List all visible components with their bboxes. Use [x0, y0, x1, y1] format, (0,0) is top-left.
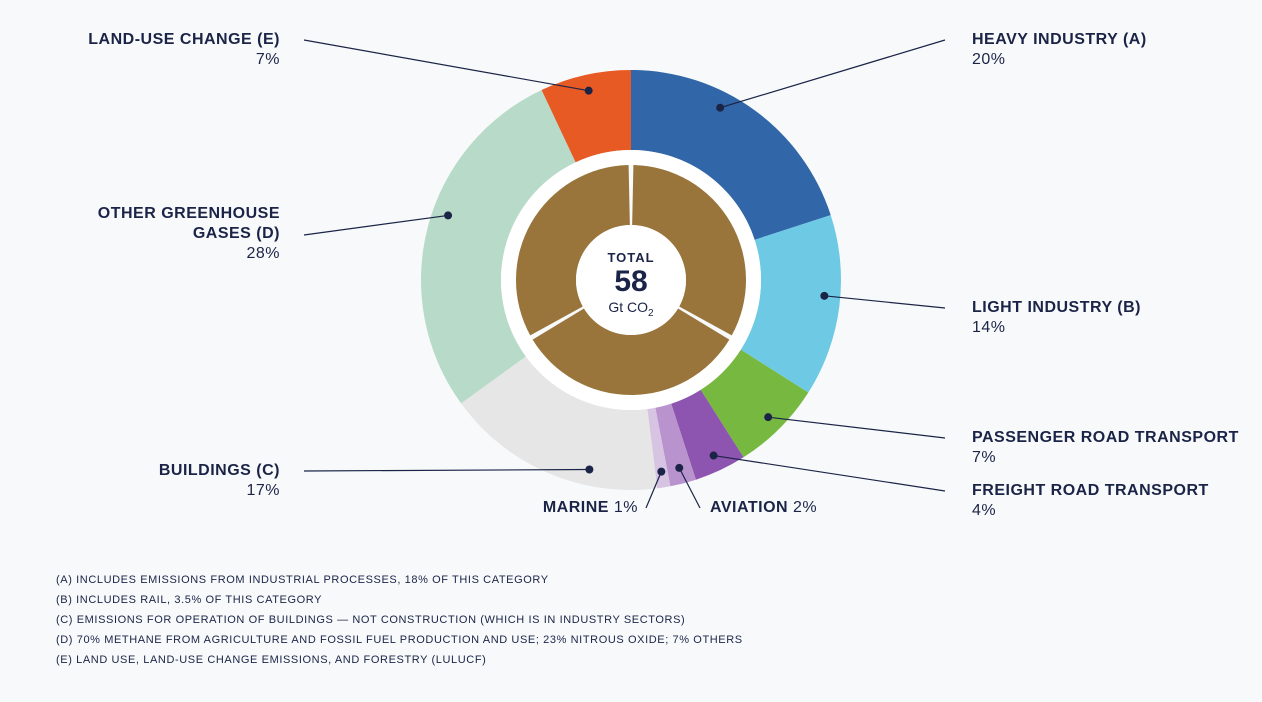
- label-other_ghg: OTHER GREENHOUSEGASES (D)28%: [98, 204, 280, 264]
- label-pct-passenger_road: 7%: [972, 448, 1239, 468]
- footnotes: (A) INCLUDES EMISSIONS FROM INDUSTRIAL P…: [56, 574, 956, 674]
- label-pct-aviation: 2%: [793, 499, 817, 516]
- label-passenger_road: PASSENGER ROAD TRANSPORT7%: [972, 428, 1239, 468]
- footnote-1: (B) INCLUDES RAIL, 3.5% OF THIS CATEGORY: [56, 594, 956, 606]
- label-freight_road: FREIGHT ROAD TRANSPORT4%: [972, 481, 1209, 521]
- label-buildings: BUILDINGS (C)17%: [159, 461, 280, 501]
- label-title-passenger_road: PASSENGER ROAD TRANSPORT: [972, 428, 1239, 448]
- label-pct-marine: 1%: [614, 499, 638, 516]
- label-title-freight_road: FREIGHT ROAD TRANSPORT: [972, 481, 1209, 501]
- label-title-marine: MARINE: [543, 499, 609, 516]
- label-pct-light_industry: 14%: [972, 318, 1141, 338]
- label-pct-land_use: 7%: [88, 50, 280, 70]
- label-pct-buildings: 17%: [159, 481, 280, 501]
- label-title-buildings: BUILDINGS (C): [159, 461, 280, 481]
- footnote-4: (E) LAND USE, LAND-USE CHANGE EMISSIONS,…: [56, 654, 956, 666]
- label-aviation: AVIATION 2%: [710, 498, 817, 518]
- center-total-value: 58: [571, 267, 691, 297]
- label-title-light_industry: LIGHT INDUSTRY (B): [972, 298, 1141, 318]
- label-pct-freight_road: 4%: [972, 501, 1209, 521]
- label-pct-heavy_industry: 20%: [972, 50, 1147, 70]
- label-marine: MARINE 1%: [543, 498, 638, 518]
- center-total-label: TOTAL: [571, 250, 691, 265]
- label-heavy_industry: HEAVY INDUSTRY (A)20%: [972, 30, 1147, 70]
- label-title-heavy_industry: HEAVY INDUSTRY (A): [972, 30, 1147, 50]
- center-total: TOTAL 58 Gt CO2: [571, 250, 691, 319]
- label-title-other_ghg: OTHER GREENHOUSE: [98, 204, 280, 224]
- label-title-aviation: AVIATION: [710, 499, 788, 516]
- label-land_use: LAND-USE CHANGE (E)7%: [88, 30, 280, 70]
- center-total-unit: Gt CO2: [571, 299, 691, 319]
- footnote-3: (D) 70% METHANE FROM AGRICULTURE AND FOS…: [56, 634, 956, 646]
- label-pct-other_ghg: 28%: [98, 244, 280, 264]
- footnote-0: (A) INCLUDES EMISSIONS FROM INDUSTRIAL P…: [56, 574, 956, 586]
- label-title-land_use: LAND-USE CHANGE (E): [88, 30, 280, 50]
- label-light_industry: LIGHT INDUSTRY (B)14%: [972, 298, 1141, 338]
- footnote-2: (C) EMISSIONS FOR OPERATION OF BUILDINGS…: [56, 614, 956, 626]
